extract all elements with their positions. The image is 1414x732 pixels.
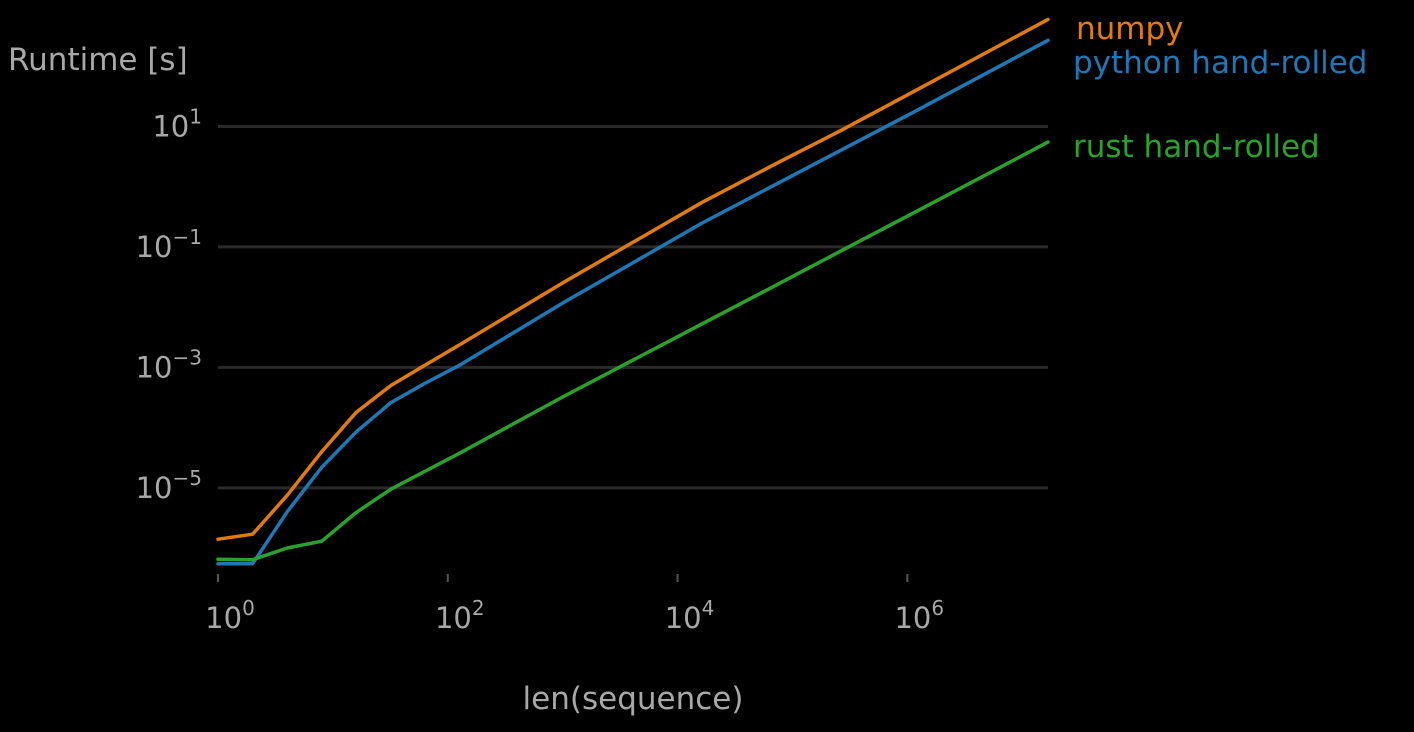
x-tick-label: 102 — [435, 596, 485, 635]
x-tick-exponent: 0 — [242, 596, 255, 620]
y-tick-base: 10 — [136, 471, 173, 505]
series-label: python hand-rolled — [1073, 45, 1367, 81]
y-tick-label: 101 — [152, 104, 202, 143]
y-tick-exponent: −1 — [173, 225, 202, 249]
x-tick-base: 10 — [665, 601, 702, 635]
series-label: numpy — [1076, 11, 1184, 47]
x-tick-exponent: 6 — [931, 596, 944, 620]
x-tick-base: 10 — [894, 601, 931, 635]
y-tick-base: 10 — [136, 230, 173, 264]
x-tick-base: 10 — [205, 601, 242, 635]
x-tick-exponent: 4 — [702, 596, 715, 620]
y-tick-base: 10 — [136, 350, 173, 384]
y-tick-base: 10 — [152, 109, 189, 143]
grid-lines — [218, 124, 1048, 490]
series-line-rust-hand-rolled — [216, 140, 1050, 562]
series-lines — [216, 17, 1050, 566]
y-tick-exponent: 1 — [189, 104, 202, 128]
x-tick-label: 104 — [665, 596, 715, 635]
y-tick-label: 10−1 — [136, 225, 202, 264]
y-tick-exponent: −5 — [173, 466, 202, 490]
x-axis-label: len(sequence) — [523, 681, 744, 717]
y-tick-exponent: −3 — [173, 345, 202, 369]
series-line-python-hand-rolled — [216, 38, 1050, 566]
x-tick-base: 10 — [435, 601, 472, 635]
y-tick-label: 10−5 — [136, 466, 202, 505]
series-line-numpy — [216, 17, 1050, 541]
series-label: rust hand-rolled — [1073, 129, 1320, 165]
x-tick-label: 106 — [894, 596, 944, 635]
x-tick-label: 100 — [205, 596, 255, 635]
x-tick-exponent: 2 — [472, 596, 485, 620]
x-ticks: 100 102 104 106 — [205, 574, 944, 635]
y-axis-label: Runtime [s] — [8, 42, 188, 78]
y-tick-label: 10−3 — [136, 345, 202, 384]
